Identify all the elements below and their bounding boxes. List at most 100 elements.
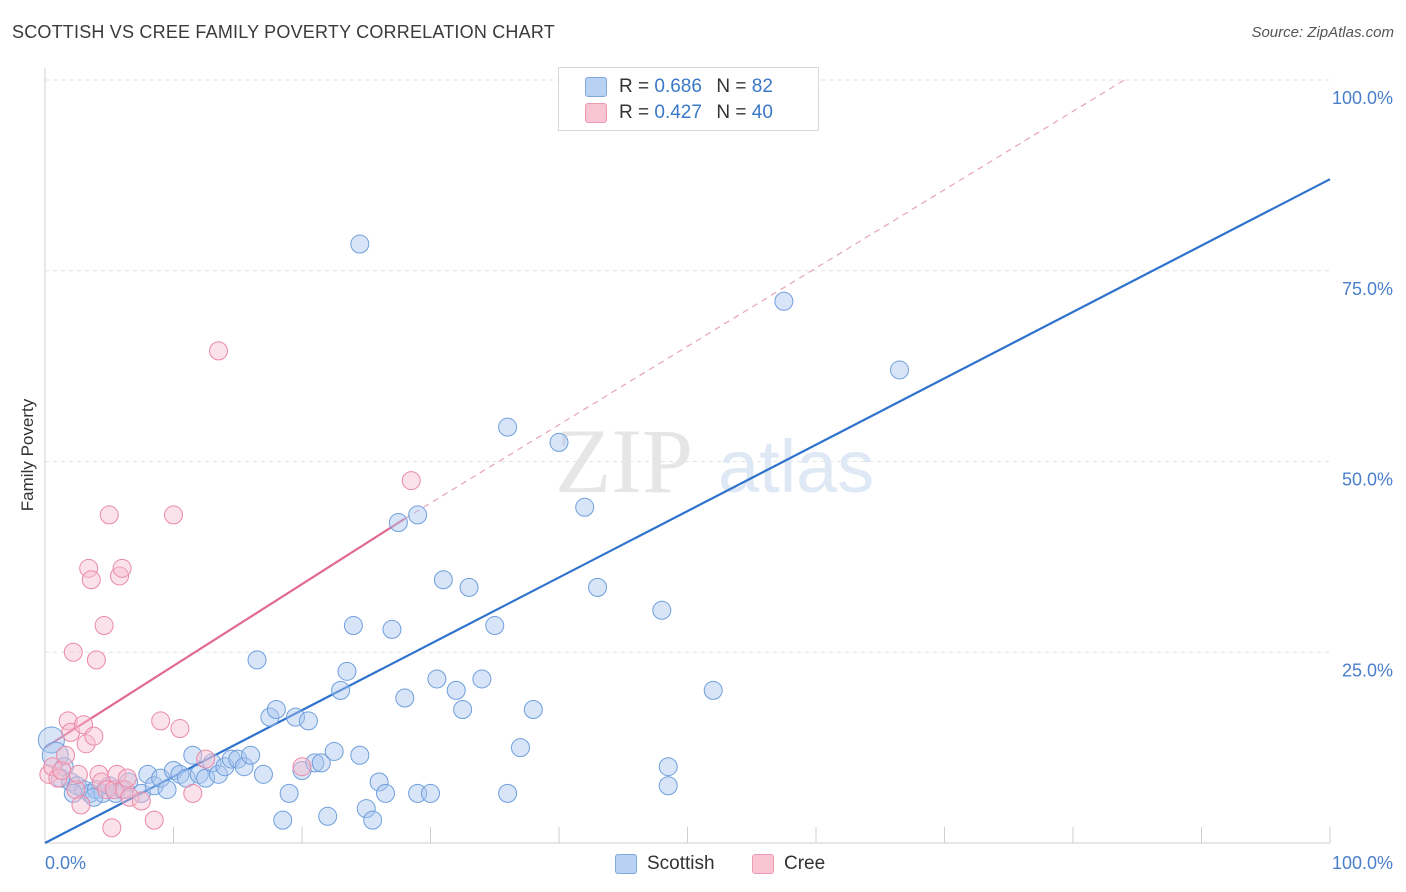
n-label: N = xyxy=(716,76,747,97)
legend-row-cree: R = 0.427 N = 40 xyxy=(585,101,773,125)
cree-point xyxy=(56,745,76,765)
cree-point xyxy=(99,505,119,525)
scottish-swatch xyxy=(585,77,607,97)
y-tick-label: 25.0% xyxy=(1342,660,1393,680)
cree-point xyxy=(66,780,86,800)
cree-r-value: 0.427 xyxy=(654,102,702,123)
scottish-point xyxy=(260,707,280,727)
scottish-point xyxy=(890,360,910,380)
scottish-point xyxy=(427,669,447,689)
cree-point xyxy=(170,719,190,739)
cree-point xyxy=(144,810,164,830)
x-tick-label: 0.0% xyxy=(45,853,86,873)
cree-point xyxy=(71,795,91,815)
scottish-point xyxy=(421,783,440,803)
scottish-point xyxy=(376,783,396,803)
cree-point xyxy=(58,711,78,731)
scottish-point xyxy=(575,497,595,517)
cree-point xyxy=(110,566,130,586)
scottish-r-value: 0.686 xyxy=(654,76,702,97)
legend-item-cree: Cree xyxy=(752,852,825,876)
scottish-point xyxy=(228,749,248,769)
scottish-point xyxy=(337,661,357,681)
y-tick-label: 50.0% xyxy=(1342,470,1393,490)
scottish-point xyxy=(459,577,479,597)
cree-point xyxy=(94,616,114,636)
cree-point xyxy=(112,558,132,578)
scottish-point xyxy=(183,745,203,765)
scottish-point xyxy=(241,745,261,765)
cree-legend-label: Cree xyxy=(784,853,826,874)
scottish-point xyxy=(388,513,408,533)
watermark-atlas: atlas xyxy=(718,425,874,508)
scottish-point xyxy=(324,741,344,761)
cree-point xyxy=(63,642,83,662)
scottish-point xyxy=(658,776,678,796)
scottish-point xyxy=(343,616,363,636)
grid-lines xyxy=(45,79,1330,653)
scottish-point xyxy=(382,619,402,639)
scottish-point xyxy=(331,680,351,700)
cree-point xyxy=(151,711,171,731)
scottish-point xyxy=(369,772,389,792)
scottish-point xyxy=(273,810,293,830)
scottish-point xyxy=(523,699,543,719)
scottish-point xyxy=(157,780,177,800)
scottish-point xyxy=(472,669,492,689)
cree-point xyxy=(104,780,124,800)
cree-swatch xyxy=(585,103,607,123)
cree-trend-line xyxy=(44,517,406,749)
scottish-point xyxy=(510,738,530,758)
cree-point xyxy=(208,341,228,361)
scottish-point xyxy=(350,745,370,765)
scottish-point xyxy=(234,757,254,777)
scottish-point xyxy=(37,726,65,754)
scottish-point xyxy=(253,764,273,784)
cree-point xyxy=(117,768,137,788)
scottish-point xyxy=(703,680,723,700)
n-label: N = xyxy=(716,102,747,123)
r-label: R = xyxy=(619,102,650,123)
scottish-point xyxy=(453,699,473,719)
scottish-point xyxy=(549,432,569,452)
scottish-point xyxy=(144,776,164,796)
scottish-point xyxy=(208,764,228,784)
scottish-point xyxy=(298,711,318,731)
cree-point xyxy=(120,787,140,807)
scottish-point xyxy=(774,291,794,311)
cree-point xyxy=(81,570,101,590)
scottish-point xyxy=(588,577,608,597)
scottish-point xyxy=(658,757,678,777)
cree-legend-swatch xyxy=(752,854,774,874)
scottish-trend-line xyxy=(44,178,1331,844)
data-points xyxy=(37,234,910,838)
scottish-point xyxy=(363,810,383,830)
correlation-legend: R = 0.686 N = 82 R = 0.427 N = 40 xyxy=(558,67,819,131)
scottish-point xyxy=(286,707,306,727)
cree-trend-extension xyxy=(404,79,1125,520)
cree-point xyxy=(84,726,104,746)
scottish-point xyxy=(433,570,453,590)
cree-point xyxy=(292,757,312,777)
axes xyxy=(44,68,1331,844)
y-tick-label: 75.0% xyxy=(1342,279,1393,299)
scottish-point xyxy=(305,753,325,773)
chart-title: SCOTTISH VS CREE FAMILY POVERTY CORRELAT… xyxy=(12,22,555,42)
scottish-point xyxy=(498,417,518,437)
x-tick-label: 100.0% xyxy=(1332,853,1393,873)
scottish-point xyxy=(485,616,505,636)
cree-point xyxy=(164,505,183,525)
scottish-n-value: 82 xyxy=(751,76,773,97)
source-label: Source: ZipAtlas.com xyxy=(1251,24,1394,41)
scottish-point xyxy=(318,806,338,826)
tick-labels: 25.0% 50.0% 75.0% 100.0% 0.0% 100.0% xyxy=(45,88,1393,873)
cree-point xyxy=(401,471,421,491)
cree-point xyxy=(68,764,88,784)
watermark-zip: ZIP xyxy=(555,410,693,512)
scottish-point xyxy=(498,783,518,803)
scottish-point xyxy=(311,753,331,773)
cree-point xyxy=(86,650,106,670)
trend-lines xyxy=(44,79,1331,844)
cree-point xyxy=(131,791,151,811)
